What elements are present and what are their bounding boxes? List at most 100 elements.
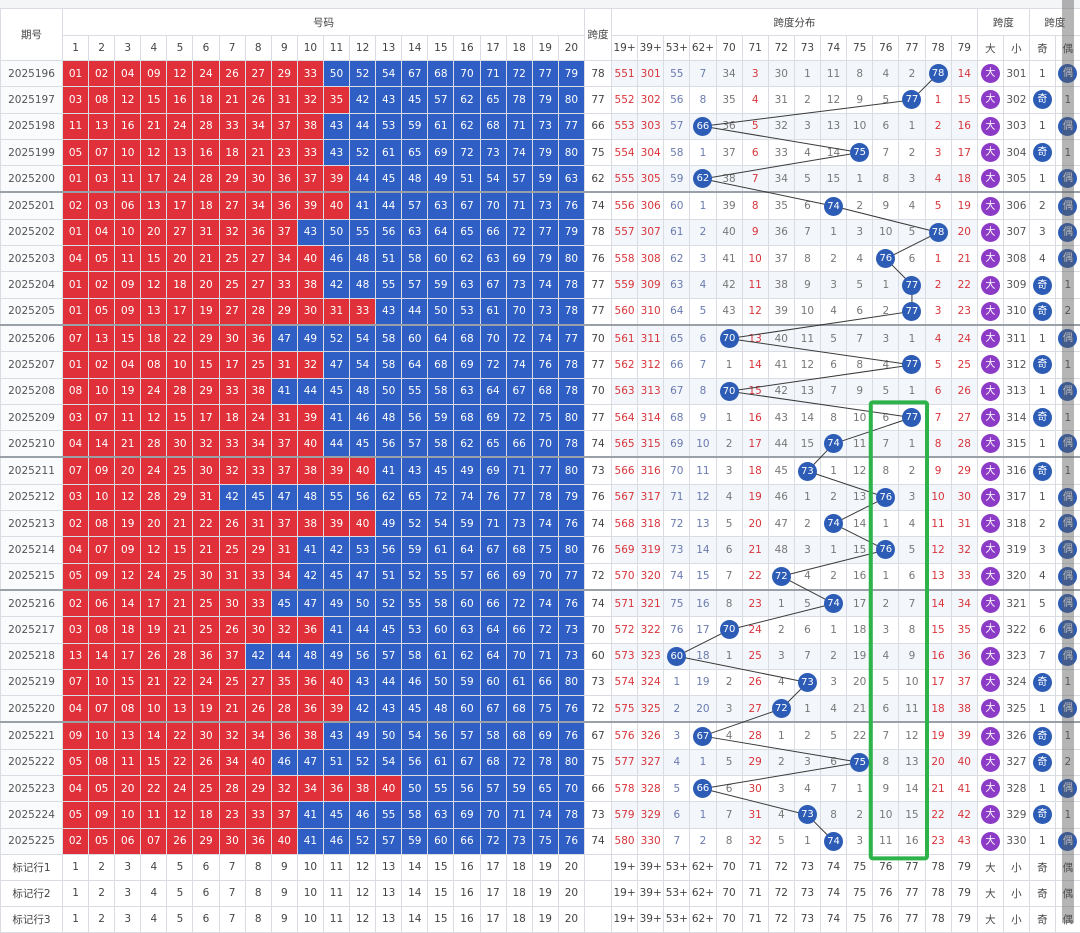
distribution-cell: 313 — [638, 378, 664, 404]
distribution-cell: 2 — [847, 802, 873, 828]
period: 2025216 — [1, 590, 63, 617]
drawn-number: 79 — [532, 246, 558, 272]
drawn-number: 65 — [480, 87, 506, 113]
drawn-number: 67 — [506, 378, 532, 404]
drawn-number: 52 — [350, 749, 376, 775]
marker-cell: 小 — [1003, 880, 1029, 906]
distribution-cell: 8 — [925, 431, 951, 458]
drawn-number: 36 — [193, 643, 219, 669]
distribution-cell: 1 — [821, 457, 847, 484]
span-value: 66 — [585, 776, 612, 802]
distribution-cell: 5 — [794, 166, 820, 193]
drawn-number: 64 — [480, 617, 506, 643]
marker-cell: 11 — [323, 906, 349, 932]
distribution-cell: 3 — [925, 298, 951, 325]
size-ball: 大 — [981, 673, 1000, 692]
drawn-number: 75 — [532, 828, 558, 854]
size-cell: 大 — [977, 563, 1003, 590]
marker-cell: 18 — [506, 906, 532, 932]
distribution-cell: 41 — [951, 776, 977, 802]
distribution-cell: 558 — [612, 246, 638, 272]
marker-cell: 19 — [532, 906, 558, 932]
drawn-number: 70 — [480, 192, 506, 219]
distribution-cell: 2 — [821, 563, 847, 590]
drawn-number: 37 — [271, 802, 297, 828]
distribution-cell: 28 — [742, 722, 768, 749]
drawn-number: 45 — [428, 457, 454, 484]
distribution-cell: 1 — [690, 749, 716, 775]
span-ball: 70 — [720, 382, 739, 401]
distribution-cell: 10 — [794, 298, 820, 325]
marker-cell: 11 — [323, 880, 349, 906]
drawn-number: 08 — [89, 87, 115, 113]
distribution-cell: 319 — [638, 537, 664, 563]
drawn-number: 24 — [141, 563, 167, 590]
distribution-cell: 14 — [899, 776, 925, 802]
distribution-cell: 1 — [794, 484, 820, 510]
distribution-cell: 7 — [899, 590, 925, 617]
distribution-cell: 36 — [716, 113, 742, 139]
drawn-number: 61 — [428, 643, 454, 669]
drawn-number: 31 — [193, 219, 219, 245]
span-value: 76 — [585, 246, 612, 272]
marker-cell: 13 — [376, 906, 402, 932]
distribution-cell: 302 — [638, 87, 664, 113]
drawn-number: 19 — [141, 617, 167, 643]
size-cell: 大 — [977, 776, 1003, 802]
span-ball: 76 — [876, 540, 895, 559]
distribution-cell: 1 — [925, 246, 951, 272]
parity-cell: 4 — [1029, 246, 1055, 272]
drawn-number: 06 — [89, 590, 115, 617]
drawn-number: 61 — [428, 749, 454, 775]
span-value: 77 — [585, 298, 612, 325]
drawn-number: 30 — [219, 828, 245, 854]
drawn-number: 76 — [558, 828, 584, 854]
drawn-number: 74 — [532, 590, 558, 617]
drawn-number: 78 — [532, 484, 558, 510]
drawn-number: 11 — [115, 246, 141, 272]
period: 2025201 — [1, 192, 63, 219]
marker-cell: 19+ — [612, 854, 638, 880]
size-cell: 大 — [977, 828, 1003, 854]
drawn-number: 70 — [480, 802, 506, 828]
drawn-number: 32 — [297, 352, 323, 378]
drawn-number: 09 — [115, 298, 141, 325]
parity-column-header: 奇 — [1029, 36, 1055, 61]
marker-cell: 9 — [271, 880, 297, 906]
drawn-number: 04 — [63, 696, 89, 723]
drawn-number: 54 — [350, 352, 376, 378]
drawn-number: 11 — [115, 404, 141, 430]
drawn-number: 33 — [219, 113, 245, 139]
distribution-cell: 3 — [716, 696, 742, 723]
drawn-number: 67 — [480, 696, 506, 723]
span-ball: 66 — [693, 779, 712, 798]
drawn-number: 42 — [219, 484, 245, 510]
drawn-number: 68 — [480, 749, 506, 775]
drawn-number: 74 — [506, 139, 532, 165]
drawn-number: 74 — [532, 802, 558, 828]
distribution-cell: 20 — [847, 669, 873, 695]
drawn-number: 55 — [323, 484, 349, 510]
drawn-number: 57 — [402, 192, 428, 219]
distribution-cell: 1 — [847, 776, 873, 802]
drawn-number: 14 — [89, 431, 115, 458]
distribution-cell: 28 — [951, 431, 977, 458]
empty-cell — [585, 854, 612, 880]
drawn-number: 10 — [89, 722, 115, 749]
parity-cell: 奇 — [1029, 802, 1055, 828]
drawn-number: 28 — [245, 298, 271, 325]
drawn-number: 03 — [63, 484, 89, 510]
distribution-cell: 34 — [716, 61, 742, 87]
drawn-number: 56 — [454, 776, 480, 802]
marker-cell: 17 — [480, 906, 506, 932]
distribution-cell: 311 — [638, 325, 664, 352]
drawn-number: 23 — [271, 139, 297, 165]
distribution-cell: 14 — [847, 511, 873, 537]
period: 2025205 — [1, 298, 63, 325]
distribution-cell: 10 — [873, 219, 899, 245]
drawn-number: 40 — [350, 457, 376, 484]
drawn-number: 02 — [63, 192, 89, 219]
